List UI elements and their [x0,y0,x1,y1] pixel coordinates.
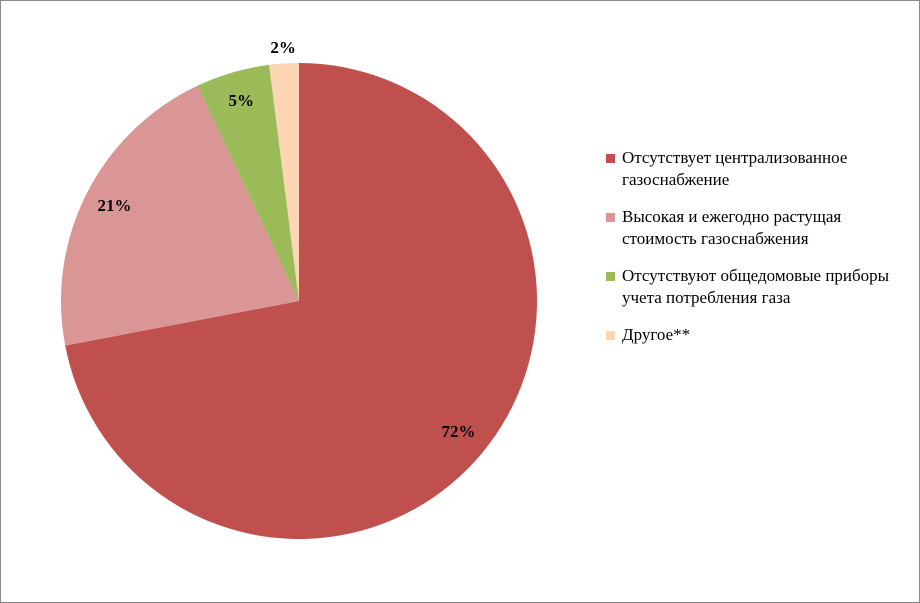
legend-swatch [606,213,615,222]
data-label: 2% [270,38,296,57]
legend-item: Высокая и ежегодно растущая стоимость га… [606,206,901,250]
pie-slice [65,63,537,540]
data-label: 21% [98,196,132,215]
legend: Отсутствует централизованное газоснабжен… [606,147,901,361]
data-label: 5% [228,91,254,110]
legend-label: Высокая и ежегодно растущая стоимость га… [622,207,842,248]
legend-label: Отсутствует централизованное газоснабжен… [622,148,848,189]
legend-label: Другое** [622,325,691,344]
pie-slice [197,64,299,301]
legend-item: Отсутствуют общедомовые приборы учета по… [606,265,901,309]
legend-item: Другое** [606,324,901,346]
pie-slice [269,63,299,301]
legend-swatch [606,154,615,163]
legend-label: Отсутствуют общедомовые приборы учета по… [622,266,890,307]
data-label: 72% [442,422,476,441]
pie-slice [60,85,299,346]
legend-swatch [606,272,615,281]
legend-item: Отсутствует централизованное газоснабжен… [606,147,901,191]
legend-swatch [606,331,615,340]
